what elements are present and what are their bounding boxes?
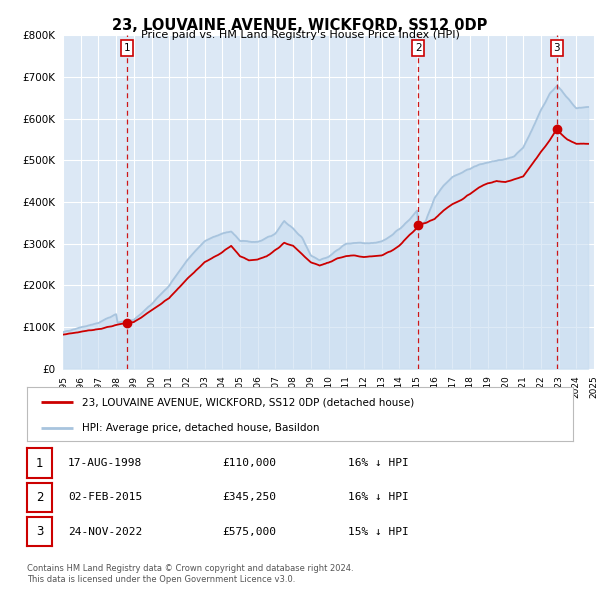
Text: £575,000: £575,000 — [222, 527, 276, 536]
Text: 02-FEB-2015: 02-FEB-2015 — [68, 493, 142, 502]
Text: 2: 2 — [415, 43, 422, 53]
Text: 3: 3 — [553, 43, 560, 53]
Text: £345,250: £345,250 — [222, 493, 276, 502]
Text: 16% ↓ HPI: 16% ↓ HPI — [347, 458, 409, 468]
Text: This data is licensed under the Open Government Licence v3.0.: This data is licensed under the Open Gov… — [27, 575, 295, 584]
Text: 3: 3 — [36, 525, 43, 538]
Text: 16% ↓ HPI: 16% ↓ HPI — [347, 493, 409, 502]
Text: 2: 2 — [36, 491, 43, 504]
Text: Contains HM Land Registry data © Crown copyright and database right 2024.: Contains HM Land Registry data © Crown c… — [27, 565, 353, 573]
Text: HPI: Average price, detached house, Basildon: HPI: Average price, detached house, Basi… — [82, 423, 319, 432]
Text: 23, LOUVAINE AVENUE, WICKFORD, SS12 0DP (detached house): 23, LOUVAINE AVENUE, WICKFORD, SS12 0DP … — [82, 397, 414, 407]
Text: 24-NOV-2022: 24-NOV-2022 — [68, 527, 142, 536]
Text: £110,000: £110,000 — [222, 458, 276, 468]
Text: 17-AUG-1998: 17-AUG-1998 — [68, 458, 142, 468]
Text: Price paid vs. HM Land Registry's House Price Index (HPI): Price paid vs. HM Land Registry's House … — [140, 30, 460, 40]
Text: 23, LOUVAINE AVENUE, WICKFORD, SS12 0DP: 23, LOUVAINE AVENUE, WICKFORD, SS12 0DP — [112, 18, 488, 32]
Text: 1: 1 — [124, 43, 130, 53]
Text: 15% ↓ HPI: 15% ↓ HPI — [347, 527, 409, 536]
Text: 1: 1 — [36, 457, 43, 470]
